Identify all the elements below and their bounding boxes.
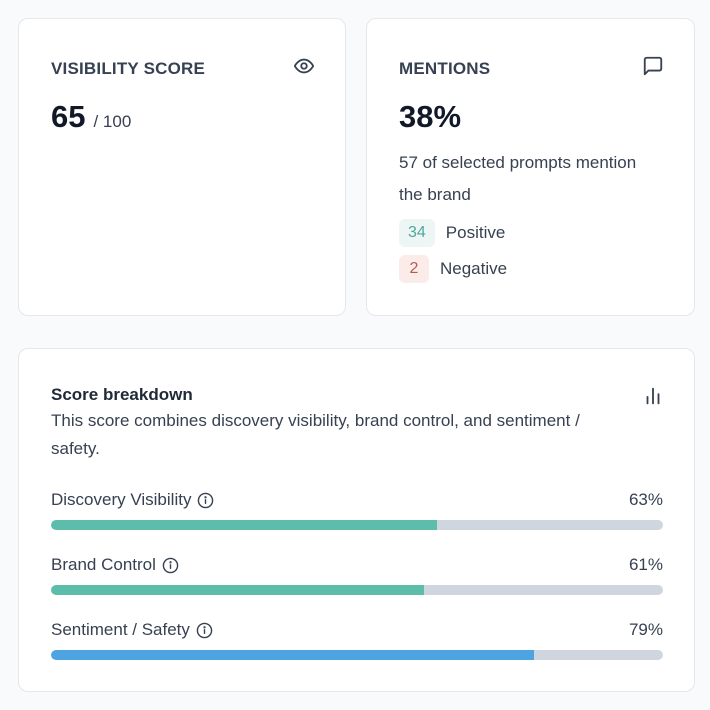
score-breakdown-description: This score combines discovery visibility… [51, 411, 580, 458]
metric-sentiment-safety: Sentiment / Safety 79% [51, 618, 663, 660]
positive-count-badge: 34 [399, 219, 435, 247]
mentions-description: 57 of selected prompts mention the brand [399, 153, 637, 204]
metric-value: 61% [628, 555, 663, 574]
progress-track [51, 520, 663, 530]
visibility-score-value-wrap: 65 / 100 [51, 99, 131, 135]
negative-label: Negative [440, 259, 508, 278]
visibility-score-title: VISIBILITY SCORE [51, 59, 206, 78]
positive-mentions-row: 34 Positive [399, 219, 505, 247]
visibility-score-value: 65 [51, 99, 86, 134]
bar-chart-icon[interactable] [642, 385, 662, 405]
info-icon[interactable] [162, 557, 179, 574]
progress-track [51, 585, 663, 595]
info-icon[interactable] [197, 492, 214, 509]
progress-fill [51, 650, 535, 660]
metric-value: 63% [628, 490, 663, 509]
progress-fill [51, 585, 425, 595]
metric-value: 79% [628, 620, 663, 639]
progress-fill [51, 520, 437, 530]
metric-label: Brand Control [51, 555, 156, 574]
eye-icon[interactable] [293, 55, 315, 77]
visibility-score-max: / 100 [93, 112, 132, 131]
metric-label: Discovery Visibility [51, 490, 192, 509]
visibility-score-card: VISIBILITY SCORE 65 / 100 [18, 18, 346, 316]
mentions-title: MENTIONS [399, 59, 491, 78]
metric-discovery-visibility: Discovery Visibility 63% [51, 488, 663, 530]
score-breakdown-card: Score breakdown This score combines disc… [18, 348, 695, 692]
score-breakdown-title: Score breakdown [51, 385, 193, 404]
progress-track [51, 650, 663, 660]
metric-brand-control: Brand Control 61% [51, 553, 663, 595]
mentions-value: 38% [399, 99, 462, 134]
message-square-icon[interactable] [642, 55, 664, 77]
positive-label: Positive [445, 223, 506, 242]
info-icon[interactable] [196, 622, 213, 639]
negative-mentions-row: 2 Negative [399, 255, 507, 283]
negative-count-badge: 2 [399, 255, 429, 283]
metric-label: Sentiment / Safety [51, 620, 190, 639]
mentions-card: MENTIONS 38% 57 of selected prompts ment… [366, 18, 695, 316]
